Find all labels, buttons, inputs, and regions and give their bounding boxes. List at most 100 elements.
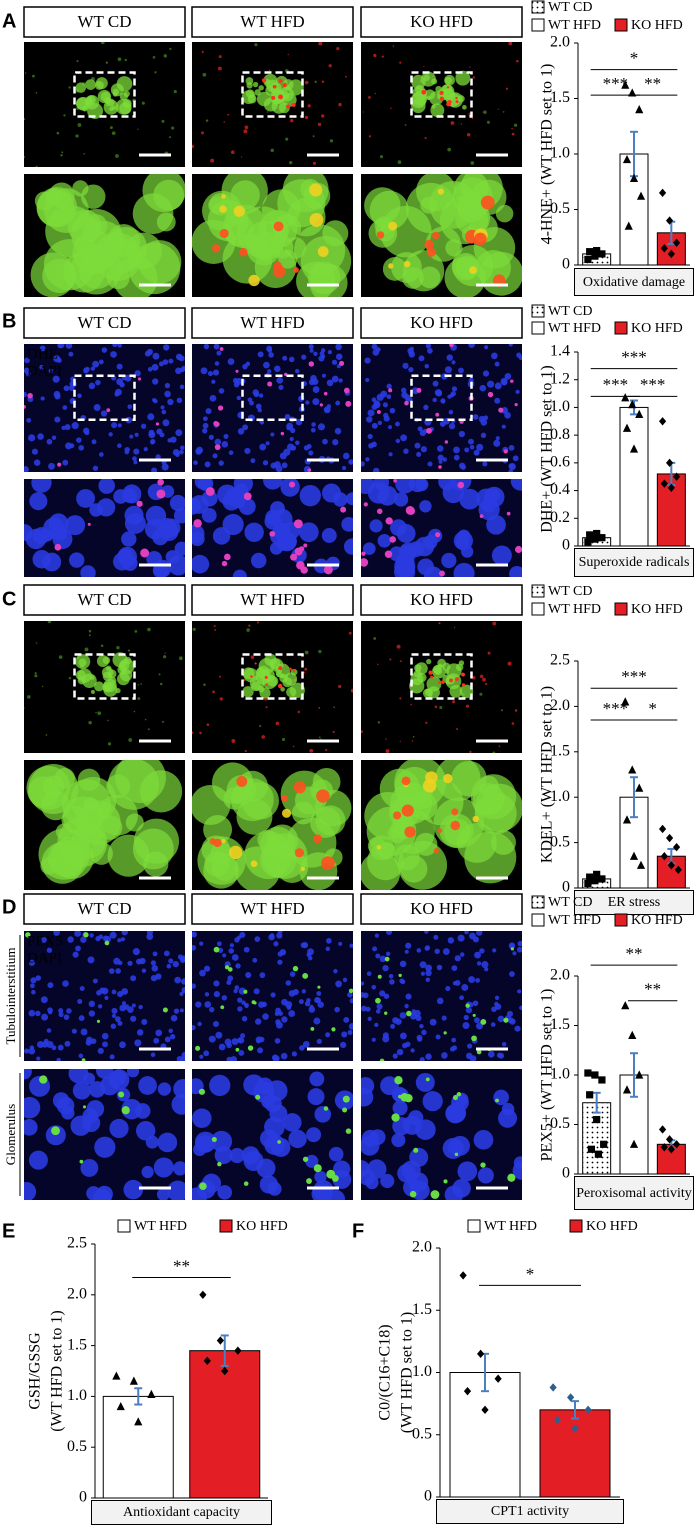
texture bbox=[280, 1052, 288, 1060]
texture bbox=[447, 147, 452, 152]
texture bbox=[117, 938, 122, 943]
texture bbox=[62, 405, 68, 410]
legend-label: KO HFD bbox=[236, 1219, 288, 1234]
texture bbox=[374, 216, 393, 235]
texture bbox=[376, 845, 382, 850]
texture bbox=[375, 1009, 381, 1014]
texture bbox=[24, 1069, 32, 1080]
texture bbox=[194, 479, 211, 490]
texture bbox=[110, 83, 124, 97]
x-axis-label: Peroxisomal activity bbox=[574, 1176, 694, 1210]
data-point bbox=[571, 1424, 579, 1433]
texture bbox=[446, 354, 454, 361]
texture bbox=[381, 55, 384, 58]
texture bbox=[213, 946, 220, 953]
texture bbox=[218, 55, 222, 59]
texture bbox=[401, 804, 414, 817]
texture bbox=[221, 441, 229, 448]
texture bbox=[335, 400, 341, 406]
texture bbox=[292, 669, 296, 672]
texture bbox=[176, 397, 183, 404]
texture bbox=[281, 794, 288, 802]
texture bbox=[317, 985, 321, 989]
texture bbox=[168, 958, 174, 964]
x-label-box: Oxidative damage bbox=[574, 268, 694, 296]
texture bbox=[400, 979, 406, 985]
texture bbox=[384, 956, 390, 962]
texture bbox=[271, 1054, 279, 1061]
texture bbox=[309, 1071, 325, 1087]
texture bbox=[156, 1188, 170, 1200]
texture bbox=[348, 631, 352, 635]
texture bbox=[88, 1010, 96, 1017]
texture bbox=[424, 363, 429, 369]
data-point bbox=[567, 1393, 575, 1402]
texture bbox=[274, 1038, 281, 1044]
texture bbox=[278, 78, 283, 83]
texture bbox=[158, 673, 161, 676]
texture bbox=[180, 445, 185, 451]
legend-label: KO HFD bbox=[631, 18, 683, 33]
significance-label: * bbox=[630, 49, 639, 68]
texture bbox=[96, 1069, 114, 1079]
texture bbox=[173, 1008, 180, 1014]
texture bbox=[505, 87, 509, 90]
micrograph bbox=[361, 479, 522, 577]
texture bbox=[288, 1010, 296, 1018]
legend-label: WT HFD bbox=[548, 602, 601, 617]
texture bbox=[181, 986, 185, 994]
texture bbox=[318, 736, 321, 739]
texture bbox=[215, 1031, 223, 1039]
texture bbox=[169, 136, 172, 139]
texture bbox=[290, 427, 296, 434]
texture bbox=[510, 947, 514, 951]
texture bbox=[483, 110, 487, 115]
legend-swatch bbox=[614, 602, 628, 616]
legend-swatch bbox=[467, 1219, 481, 1233]
texture bbox=[388, 452, 393, 457]
texture bbox=[413, 1009, 421, 1017]
texture bbox=[422, 688, 433, 699]
texture bbox=[313, 1164, 322, 1173]
texture bbox=[111, 989, 117, 995]
y-tick-label: 0.5 bbox=[550, 1115, 570, 1132]
texture bbox=[66, 1008, 72, 1014]
texture bbox=[231, 1038, 239, 1045]
texture bbox=[465, 1007, 473, 1014]
texture bbox=[263, 73, 278, 88]
texture bbox=[339, 360, 345, 366]
texture bbox=[28, 434, 36, 442]
texture bbox=[87, 956, 95, 964]
texture bbox=[277, 683, 283, 689]
data-point bbox=[598, 250, 606, 258]
y-tick-label: 1.0 bbox=[412, 1363, 432, 1380]
texture bbox=[312, 398, 320, 406]
texture bbox=[209, 192, 233, 216]
y-tick-label: 1.0 bbox=[550, 788, 570, 805]
texture bbox=[33, 459, 41, 466]
texture bbox=[435, 85, 442, 93]
texture bbox=[388, 388, 393, 393]
texture bbox=[279, 673, 285, 679]
texture bbox=[231, 954, 239, 961]
texture bbox=[221, 838, 226, 844]
texture bbox=[332, 730, 335, 733]
texture bbox=[383, 993, 390, 999]
texture bbox=[322, 438, 328, 445]
texture bbox=[102, 681, 114, 693]
texture bbox=[517, 940, 522, 947]
texture bbox=[51, 435, 57, 440]
texture bbox=[265, 706, 268, 709]
data-point bbox=[672, 842, 681, 852]
texture bbox=[57, 344, 62, 349]
texture bbox=[389, 979, 395, 985]
texture bbox=[484, 682, 488, 686]
texture bbox=[342, 977, 348, 983]
texture bbox=[363, 502, 368, 507]
texture bbox=[209, 1074, 231, 1097]
x-axis-label: Superoxide radicals bbox=[574, 548, 694, 577]
texture bbox=[305, 400, 310, 405]
texture bbox=[181, 1051, 185, 1059]
column-header: WT HFD bbox=[240, 12, 304, 31]
texture bbox=[302, 1040, 310, 1048]
